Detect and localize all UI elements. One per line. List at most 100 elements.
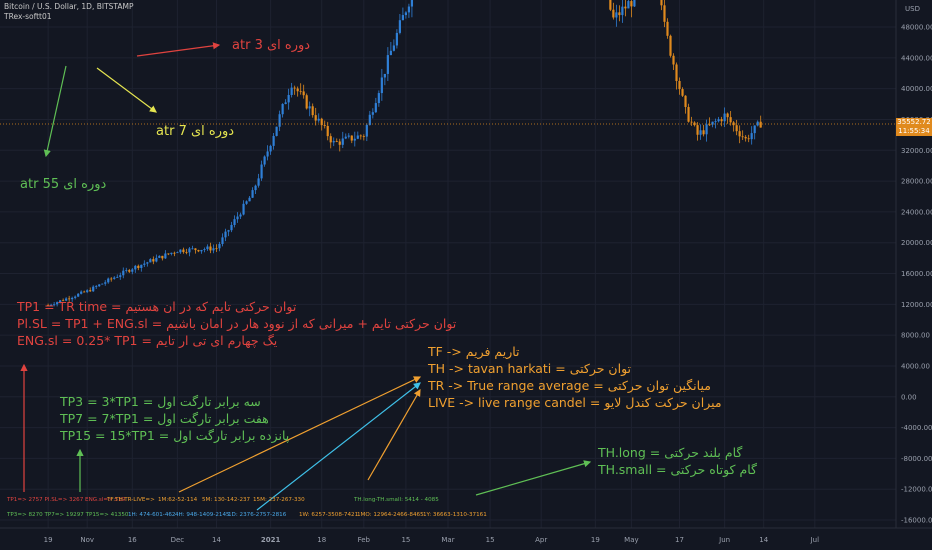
- candle-body: [215, 248, 218, 250]
- candle-body: [59, 300, 62, 303]
- candle-body: [212, 248, 215, 251]
- candle-body: [194, 248, 197, 251]
- table-cell: TP3=> 8270 TP7=> 19297 TP15=> 41350: [7, 512, 129, 518]
- candle-body: [266, 151, 269, 157]
- x-tick-label: May: [624, 536, 638, 544]
- candle-body: [119, 275, 122, 277]
- candle-body: [705, 124, 708, 135]
- candle-body: [278, 114, 281, 127]
- candle-body: [612, 9, 615, 18]
- candle-body: [149, 259, 152, 263]
- candle-body: [245, 201, 248, 204]
- candle-body: [329, 136, 332, 143]
- candle-body: [624, 6, 627, 9]
- candle-body: [89, 290, 92, 292]
- y-tick-label: 8000.00: [901, 332, 930, 340]
- candles: [47, 0, 762, 307]
- candle-body: [143, 263, 146, 265]
- currency-label: USD: [905, 5, 920, 13]
- candle-body: [398, 20, 401, 33]
- table-cell: 1D: 2376-2757-2816: [228, 512, 287, 518]
- candle-body: [332, 141, 335, 143]
- candle-body: [344, 136, 347, 139]
- x-tick-label: Jul: [810, 536, 820, 544]
- candle-body: [347, 135, 350, 137]
- candle-body: [218, 243, 221, 249]
- candle-body: [389, 50, 392, 56]
- candle-body: [248, 197, 251, 202]
- th-legend-line: TH.long = گام بلند حرکتی: [598, 445, 743, 460]
- candle-body: [401, 15, 404, 21]
- candle-body: [110, 278, 113, 280]
- candle-body: [197, 250, 200, 252]
- red-legend-block: TP1 = TR time = توان حرکتی تایم که در ان…: [17, 298, 456, 349]
- x-tick-label: 17: [675, 536, 684, 544]
- candle-body: [669, 35, 672, 56]
- candle-body: [353, 138, 356, 141]
- candle-body: [621, 6, 624, 16]
- table-cell: 15M: 237-267-330: [253, 497, 305, 503]
- candle-body: [711, 121, 714, 125]
- table-cell: 5M: 130-142-237: [202, 497, 251, 503]
- candle-body: [729, 117, 732, 123]
- candle-body: [338, 141, 341, 145]
- y-tick-label: 16000.00: [901, 270, 932, 278]
- x-tick-label: Apr: [535, 536, 547, 544]
- candle-body: [113, 277, 116, 279]
- candle-body: [308, 106, 311, 109]
- x-tick-label: 19: [44, 536, 53, 544]
- candle-body: [167, 253, 170, 255]
- candle-body: [68, 298, 71, 300]
- atr55-label: دوره ای 55 atr: [20, 177, 107, 192]
- orange-legend-line: LIVE -> live range candel = میران حرکت ک…: [428, 395, 722, 410]
- candle-body: [374, 103, 377, 113]
- candle-body: [122, 270, 125, 276]
- countdown-tag: 11:55:34: [896, 127, 932, 136]
- table-cell: TP1=> 2757 Pl.SL=> 3267 ENG.sl=> 510: [7, 497, 126, 503]
- candle-body: [410, 0, 414, 7]
- x-tick-label: Jun: [718, 536, 730, 544]
- candle-body: [281, 104, 284, 115]
- candle-body: [660, 0, 663, 6]
- annotation-arrow: [136, 42, 221, 57]
- candle-body: [179, 249, 182, 253]
- candle-body: [74, 296, 77, 298]
- x-tick-label: Feb: [358, 536, 371, 544]
- candle-body: [146, 262, 149, 264]
- candle-body: [365, 124, 368, 137]
- atr7-label: دوره ای 7 atr: [156, 124, 235, 139]
- annotation-arrow: [256, 382, 421, 511]
- candle-body: [287, 94, 290, 103]
- candle-body: [290, 87, 293, 95]
- candle-body: [80, 291, 83, 294]
- candle-body: [134, 265, 137, 270]
- candle-body: [242, 203, 245, 215]
- orange-legend-line: TR -> True range average = میانگین توان …: [428, 378, 711, 393]
- candle-body: [230, 224, 233, 231]
- candle-body: [404, 12, 408, 16]
- candle-body: [380, 77, 383, 94]
- table-cell: 4H: 948-1409-2145: [175, 512, 230, 518]
- y-tick-label: 44000.00: [901, 54, 932, 62]
- candle-body: [681, 89, 684, 96]
- x-tick-label: Dec: [171, 536, 185, 544]
- candle-body: [407, 6, 411, 13]
- x-tick-label: 19: [591, 536, 600, 544]
- green-legend-line: TP3 = 3*TP1 = سه برابر تارگت اول: [60, 394, 261, 409]
- candle-body: [275, 126, 278, 136]
- candle-body: [666, 21, 669, 36]
- candle-body: [359, 135, 362, 137]
- candle-body: [152, 259, 155, 262]
- candle-body: [296, 88, 299, 92]
- candle-body: [383, 73, 386, 78]
- indicator-name[interactable]: TRex-softt01: [4, 12, 52, 21]
- x-tick-label: Nov: [80, 536, 94, 544]
- candle-body: [206, 246, 209, 250]
- candle-body: [62, 300, 65, 302]
- x-tick-label: 18: [317, 536, 326, 544]
- candle-body: [260, 164, 263, 179]
- candle-body: [335, 141, 338, 142]
- candle-body: [254, 185, 257, 191]
